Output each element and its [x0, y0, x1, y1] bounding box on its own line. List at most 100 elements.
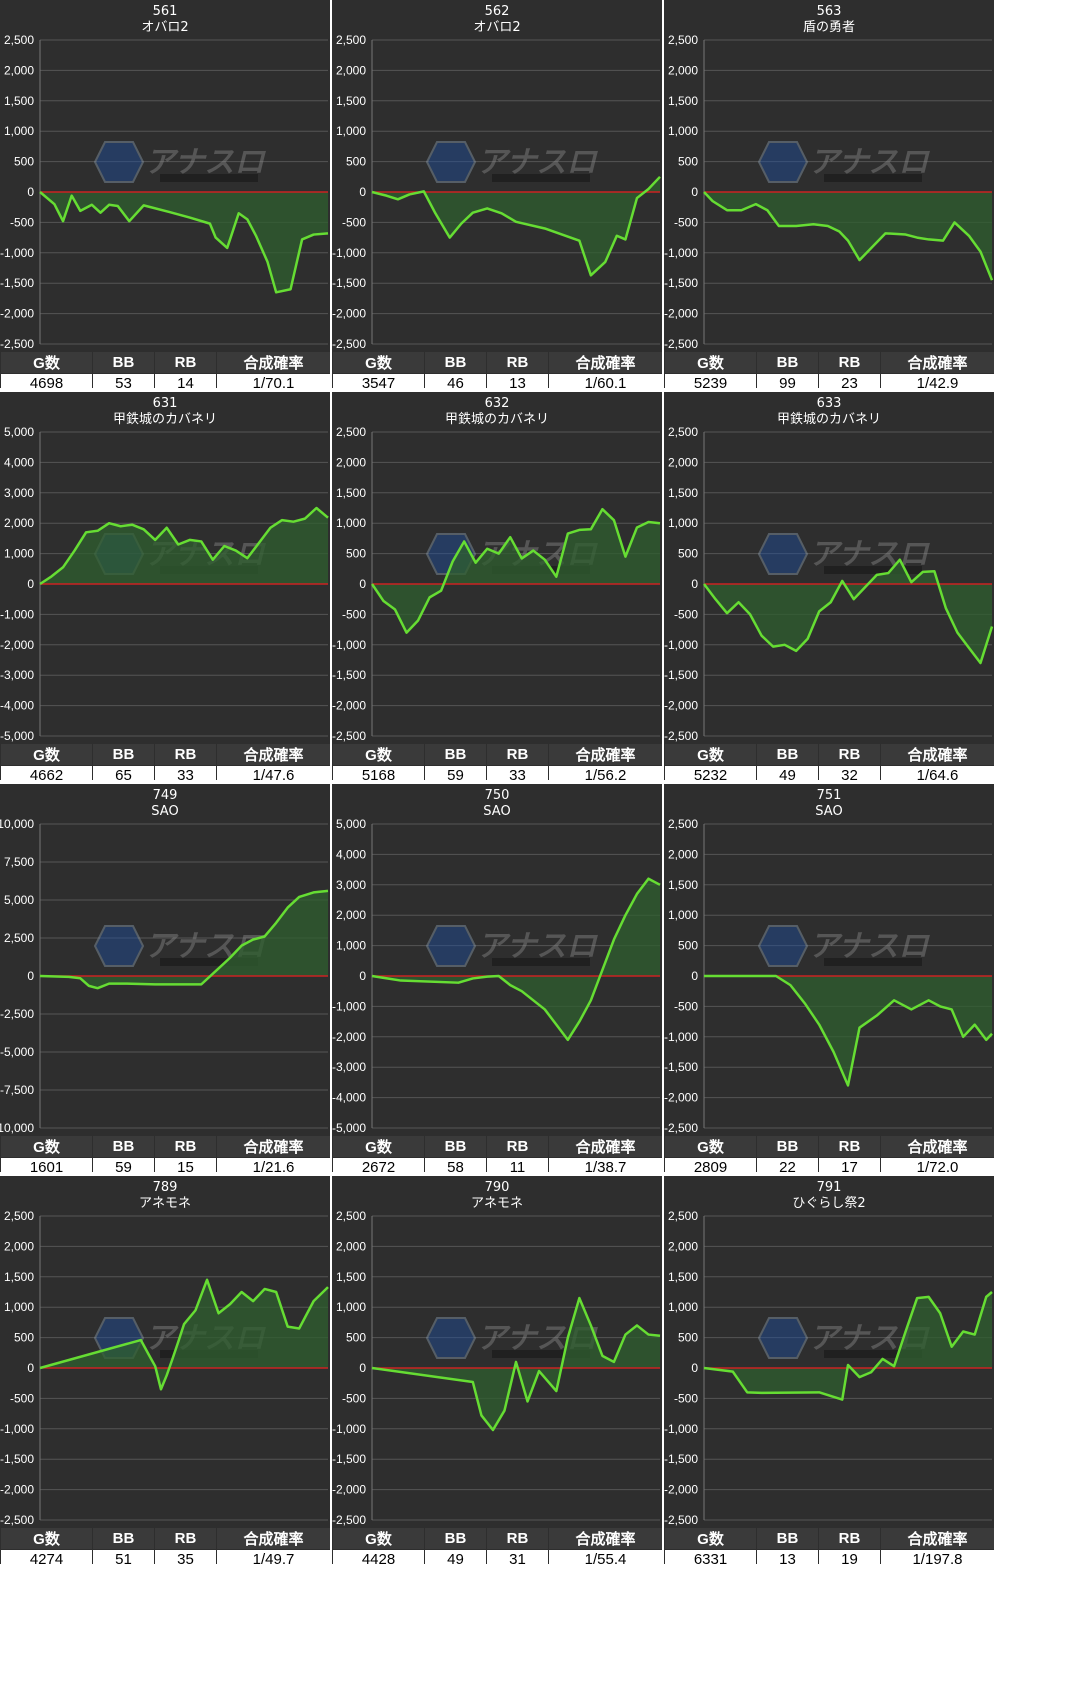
machine-number: 561 [152, 4, 178, 19]
y-tick-label: 500 [14, 1331, 34, 1345]
stats-table: G数 BB RB 合成確率 4698 53 14 1/70.1 [0, 351, 330, 388]
line-chart: 2,500 2,000 1,500 1,000 500 0 -500 -1,000 -1,500… [664, 1209, 993, 1526]
series-area [372, 176, 660, 276]
y-tick-label: 0 [691, 577, 698, 591]
y-tick-label: -2,500 [0, 337, 34, 350]
y-tick-label: -2,000 [664, 307, 698, 321]
machine-panel-631: 631 甲鉄城のカバネリ 5,000 4,000 3,000 2,000 1,000 0 -1,… [0, 392, 330, 780]
y-tick-label: 2,500 [668, 1209, 698, 1223]
line-chart: 2,500 2,000 1,500 1,000 500 0 -500 -1,000 -1,500… [332, 33, 661, 350]
stats-header: BB [92, 743, 155, 766]
series-area [40, 508, 328, 584]
y-tick-label: 2,500 [668, 425, 698, 439]
line-chart: 2,500 2,000 1,500 1,000 500 0 -500 -1,000 -1,500… [664, 33, 994, 350]
stats-header: BB [92, 351, 155, 374]
stats-header: 合成確率 [880, 1135, 994, 1158]
y-tick-label: 2,000 [336, 63, 366, 77]
y-tick-label: 500 [346, 1331, 366, 1345]
series-line [370, 507, 661, 634]
stats-header: RB [486, 743, 549, 766]
line-chart: 5,000 4,000 3,000 2,000 1,000 0 -1,000 -2,000 -3… [0, 425, 329, 742]
y-tick-label: -1,500 [0, 276, 34, 290]
machine-name: オバロ2 [141, 20, 189, 35]
machine-panel-749: 749 SAO 10,000 7,500 5,000 2,500 0 -2,500 -5,000… [0, 784, 330, 1172]
y-tick-label: -1,500 [664, 1060, 698, 1074]
y-tick-label: 1,000 [336, 124, 366, 138]
stats-value-g: 4698 [0, 373, 93, 388]
chart-title: 562 オバロ2 [332, 4, 662, 36]
stats-value-bb: 13 [756, 1549, 819, 1564]
y-tick-label: 0 [359, 185, 366, 199]
machine-panel-791: 791 ひぐらし祭2 2,500 2,000 1,500 1,000 500 0 -500 -1,… [664, 1176, 994, 1564]
stats-header: BB [424, 1527, 487, 1550]
watermark-logo: アナスロ [425, 141, 598, 183]
y-tick-label: 0 [691, 185, 698, 199]
y-tick-label: 2,000 [336, 908, 366, 922]
stats-header: BB [424, 1135, 487, 1158]
y-tick-label: -1,000 [0, 246, 34, 260]
y-tick-label: -5,000 [0, 729, 34, 742]
y-tick-label: -2,000 [332, 1030, 366, 1044]
stats-value-rb: 17 [818, 1157, 881, 1172]
line-chart: 2,500 2,000 1,500 1,000 500 0 -500 -1,000 -1,500… [0, 33, 329, 350]
y-tick-label: -2,000 [664, 699, 698, 713]
stats-header: RB [486, 1527, 549, 1550]
y-tick-label: -1,000 [332, 1422, 366, 1436]
series-line [703, 1291, 993, 1401]
machine-panel-789: 789 アネモネ 2,500 2,000 1,500 1,000 500 0 -500 -1,00… [0, 1176, 330, 1564]
stats-value-g: 4428 [332, 1549, 425, 1564]
y-tick-label: 500 [346, 155, 366, 169]
series-line [39, 889, 329, 990]
y-tick-label: 2,500 [4, 33, 34, 47]
y-tick-label: -1,500 [664, 1452, 698, 1466]
stats-table: G数 BB RB 合成確率 6331 13 19 1/197.8 [664, 1527, 994, 1564]
stats-value-bb: 58 [424, 1157, 487, 1172]
series-area [704, 976, 992, 1086]
stats-header: 合成確率 [548, 1527, 662, 1550]
y-tick-label: -500 [342, 1391, 366, 1405]
y-tick-label: 1,000 [668, 908, 698, 922]
y-tick-label: -1,000 [0, 1422, 34, 1436]
stats-header: 合成確率 [548, 743, 662, 766]
stats-header: RB [154, 1135, 217, 1158]
stats-value-g: 4662 [0, 765, 93, 780]
watermark-logo: アナスロ [93, 141, 266, 183]
line-chart: 2,500 2,000 1,500 1,000 500 0 -500 -1,000 -1,500… [332, 1209, 661, 1526]
chart-title: 790 アネモネ [332, 1180, 662, 1212]
stats-value-bb: 49 [756, 765, 819, 780]
y-tick-label: -2,000 [332, 307, 366, 321]
stats-value-rb: 33 [154, 765, 217, 780]
stats-value-prob: 1/72.0 [880, 1157, 994, 1172]
y-tick-label: 500 [678, 155, 698, 169]
stats-value-rb: 15 [154, 1157, 217, 1172]
machine-name: 甲鉄城のカバネリ [776, 412, 881, 427]
series-area [372, 878, 660, 1040]
svg-text:アナスロ: アナスロ [809, 145, 930, 180]
stats-value-bb: 46 [424, 373, 487, 388]
y-tick-label: -2,000 [664, 1483, 698, 1497]
stats-value-prob: 1/47.6 [216, 765, 330, 780]
y-tick-label: 7,500 [4, 855, 34, 869]
y-tick-label: -1,000 [332, 999, 366, 1013]
y-tick-label: 0 [27, 1361, 34, 1375]
y-tick-label: 0 [27, 185, 34, 199]
series-area [704, 192, 992, 281]
machine-panel-632: 632 甲鉄城のカバネリ 2,500 2,000 1,500 1,000 500 0 -500-… [332, 392, 662, 780]
y-tick-label: 0 [359, 577, 366, 591]
line-chart: 10,000 7,500 5,000 2,500 0 -2,500 -5,000 -7,500… [0, 817, 329, 1134]
stats-header: BB [92, 1527, 155, 1550]
svg-text:アナスロ: アナスロ [477, 145, 598, 180]
chart-title: 633 甲鉄城のカバネリ [664, 396, 994, 428]
y-tick-label: -1,000 [664, 246, 698, 260]
series-line [703, 191, 994, 281]
y-tick-label: 0 [691, 969, 698, 983]
machine-number: 789 [152, 1180, 178, 1195]
stats-value-g: 5239 [664, 373, 757, 388]
stats-value-bb: 59 [92, 1157, 155, 1172]
stats-header: G数 [0, 1135, 93, 1158]
svg-text:アナスロ: アナスロ [477, 929, 598, 964]
chart-title: 789 アネモネ [0, 1180, 330, 1212]
stats-value-prob: 1/49.7 [216, 1549, 330, 1564]
machine-number: 750 [484, 788, 510, 803]
stats-value-rb: 23 [818, 373, 881, 388]
